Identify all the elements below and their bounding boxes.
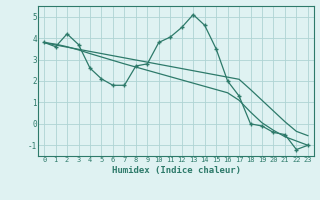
- X-axis label: Humidex (Indice chaleur): Humidex (Indice chaleur): [111, 166, 241, 175]
